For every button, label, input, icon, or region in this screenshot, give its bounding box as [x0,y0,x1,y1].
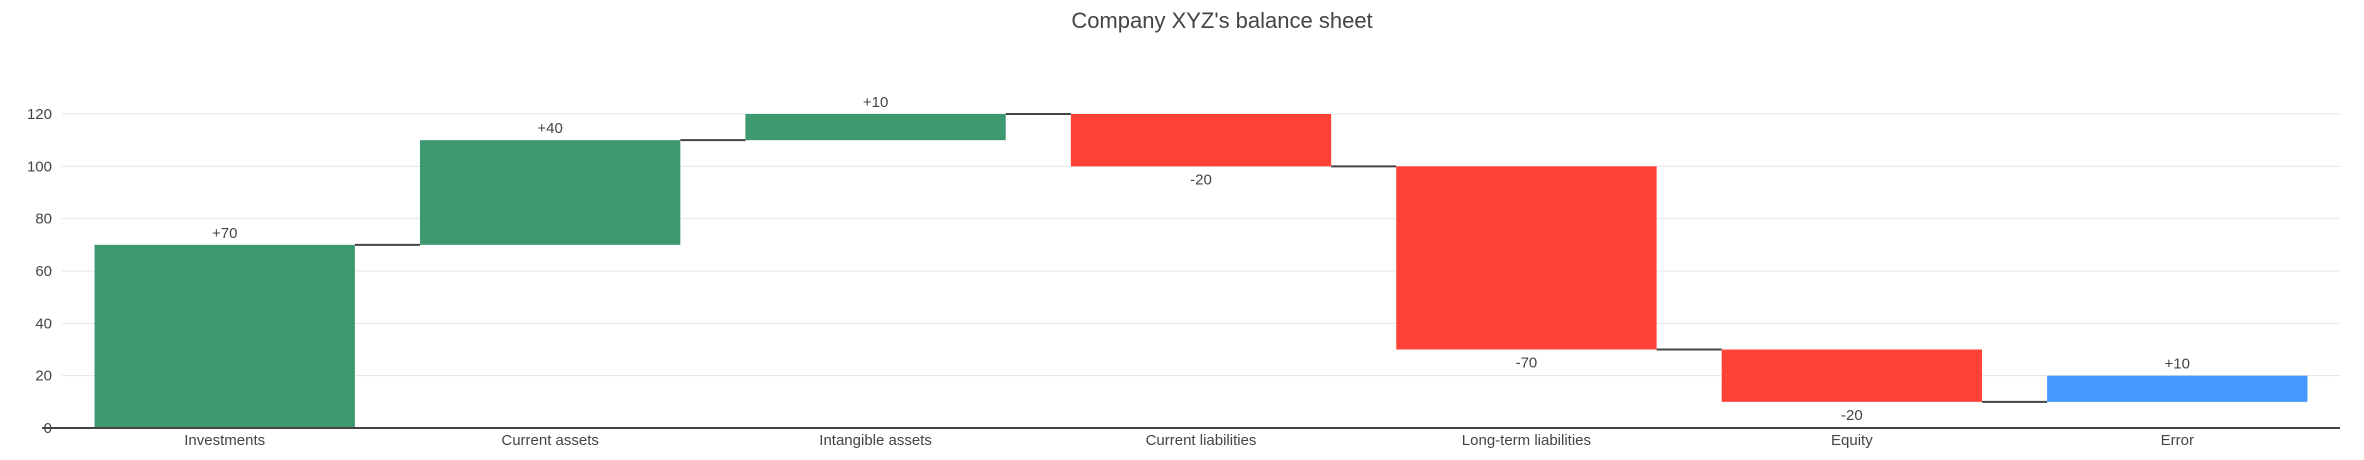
waterfall-bar [1396,166,1657,350]
label-layer: +70 +40 +10 -20 -70 -20 +10 [212,94,2190,424]
x-tick-label: Long-term liabilities [1462,432,1591,449]
x-tick-label: Equity [1831,432,1873,449]
connector-layer [354,113,2048,403]
waterfall-bar [94,244,355,428]
x-tick-label: Error [2161,432,2194,449]
waterfall-bar [745,114,1006,141]
y-tick-label: 120 [27,106,52,123]
data-label: +10 [2165,356,2190,373]
waterfall-bar [1721,349,1983,402]
x-tick-label: Intangible assets [819,432,932,449]
data-label: -20 [1190,171,1212,188]
data-label: +70 [212,225,237,242]
waterfall-bar [2047,375,2308,402]
y-tick-label: 80 [35,211,52,228]
waterfall-bar [419,140,681,245]
data-label: -70 [1516,355,1538,372]
y-tick-label: 20 [35,368,52,385]
x-tick-label: Current assets [501,432,599,449]
x-tick-label: Current liabilities [1146,432,1257,449]
y-tick-label: 100 [27,158,52,175]
data-label: +10 [863,94,888,111]
chart-title: Company XYZ's balance sheet [1071,8,1372,33]
waterfall-bar [1070,114,1332,167]
y-tick-label: 60 [35,263,52,280]
x-tick-label: Investments [184,432,265,449]
y-tick-label: 40 [35,315,52,332]
data-label: +40 [537,120,562,137]
bar-layer [94,114,2308,428]
data-label: -20 [1841,407,1863,424]
